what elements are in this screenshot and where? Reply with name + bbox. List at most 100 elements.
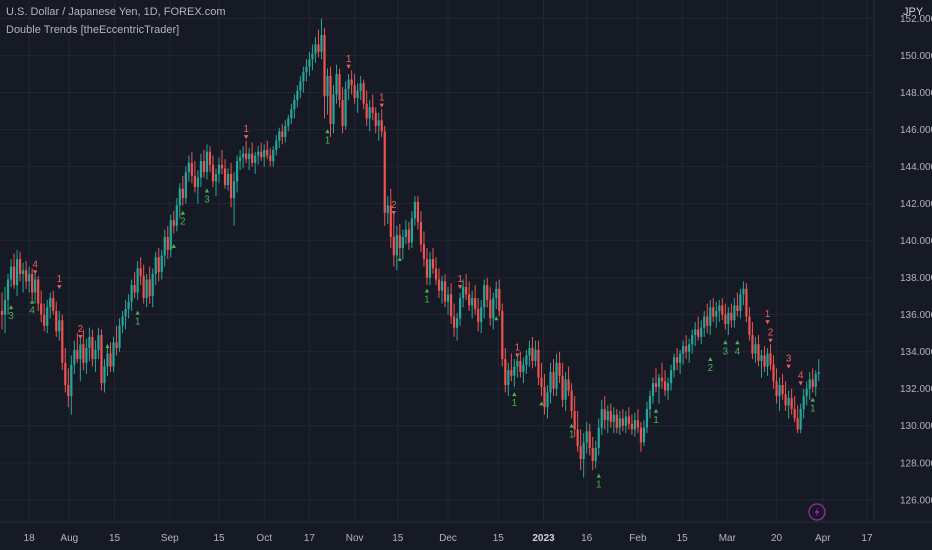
- signal-up-marker: 4: [29, 299, 35, 317]
- candle: [787, 390, 790, 419]
- x-tick-label: Dec: [439, 533, 457, 544]
- candle: [754, 336, 757, 363]
- candle: [254, 151, 257, 174]
- candle: [40, 290, 43, 323]
- candle: [706, 303, 709, 334]
- candle: [266, 140, 269, 160]
- candle: [769, 344, 772, 371]
- candle: [621, 409, 624, 432]
- signal-up-marker: 1: [569, 423, 575, 441]
- signal-up-marker: 4: [735, 340, 741, 357]
- signal-up-label: 1: [596, 480, 602, 491]
- candle: [0, 292, 4, 330]
- candle: [422, 231, 426, 267]
- candle: [18, 251, 22, 282]
- candle: [636, 409, 640, 434]
- candle: [112, 336, 115, 373]
- candle: [685, 335, 688, 360]
- candle: [6, 273, 10, 315]
- candle: [365, 90, 368, 126]
- candle: [377, 112, 380, 141]
- candle: [627, 407, 630, 430]
- candle: [724, 303, 727, 330]
- signal-up-label: 1: [653, 415, 659, 426]
- candle: [407, 222, 410, 250]
- signal-down-label: 3: [786, 354, 792, 365]
- candle: [688, 338, 691, 363]
- candle: [471, 290, 474, 319]
- candle: [217, 157, 221, 184]
- candle: [302, 66, 305, 93]
- candle: [223, 159, 227, 189]
- x-tick-label: 15: [109, 533, 121, 544]
- candle: [603, 396, 606, 430]
- signal-up-marker: 1: [135, 310, 141, 328]
- signal-down-marker: 1: [457, 274, 463, 290]
- candle: [561, 362, 564, 408]
- time-axis[interactable]: 18 Aug 15 Sep 15 Oct 17 Nov 15 Dec 15 2023 16 Feb 15 Ma…: [24, 533, 873, 544]
- candle: [79, 336, 82, 382]
- candle: [588, 423, 591, 456]
- candle: [260, 142, 263, 162]
- candle: [229, 162, 233, 208]
- candle: [428, 251, 432, 286]
- indicator-title[interactable]: Double Trends [theEccentricTrader]: [6, 24, 180, 36]
- candle: [359, 75, 362, 100]
- x-tick-label: 15: [213, 533, 225, 544]
- candle: [263, 144, 266, 167]
- candle: [483, 279, 486, 319]
- candle: [341, 87, 344, 134]
- price-axis[interactable]: 152.000 150.000 148.000 146.000 144.000 142.0…: [900, 14, 932, 506]
- candle: [22, 262, 25, 293]
- candle: [353, 74, 356, 104]
- candle: [124, 299, 127, 330]
- candle: [534, 340, 537, 367]
- candle: [332, 85, 335, 134]
- candle: [404, 220, 407, 245]
- signal-up-label: 4: [735, 346, 741, 357]
- candle: [196, 170, 200, 204]
- candle: [657, 373, 661, 404]
- lightning-icon[interactable]: [808, 503, 826, 521]
- candle: [459, 292, 462, 326]
- candle: [25, 261, 28, 289]
- candle: [486, 277, 489, 308]
- candle: [205, 144, 209, 180]
- candle: [763, 346, 766, 373]
- x-tick-label: Apr: [815, 533, 831, 544]
- signal-up-label: 1: [512, 398, 518, 409]
- candle: [582, 433, 585, 478]
- candle: [34, 272, 37, 304]
- candle: [443, 273, 447, 308]
- candle: [242, 146, 245, 169]
- candle: [525, 349, 528, 374]
- candle: [715, 301, 718, 328]
- candle: [251, 142, 254, 167]
- candle: [169, 214, 172, 258]
- candle: [175, 198, 178, 232]
- signal-up-marker: 3: [204, 188, 210, 206]
- x-tick-label: 18: [24, 533, 36, 544]
- candle: [320, 18, 323, 60]
- candle: [371, 94, 374, 121]
- candle: [296, 85, 299, 108]
- symbol-title[interactable]: U.S. Dollar / Japanese Yen, 1D, FOREX.co…: [6, 6, 226, 18]
- candle: [802, 388, 805, 419]
- candle: [648, 390, 652, 419]
- candle: [440, 275, 444, 304]
- candle: [323, 27, 326, 119]
- candle: [199, 153, 203, 187]
- signal-up-label: 3: [8, 311, 14, 322]
- candle: [290, 103, 293, 125]
- candle: [449, 283, 453, 324]
- candle: [805, 381, 808, 406]
- candle: [814, 370, 817, 397]
- candle: [398, 223, 401, 258]
- candle: [474, 285, 477, 315]
- candle: [579, 429, 582, 471]
- candle: [419, 211, 423, 252]
- candle: [519, 351, 522, 378]
- candle: [549, 362, 552, 404]
- candle: [100, 329, 103, 391]
